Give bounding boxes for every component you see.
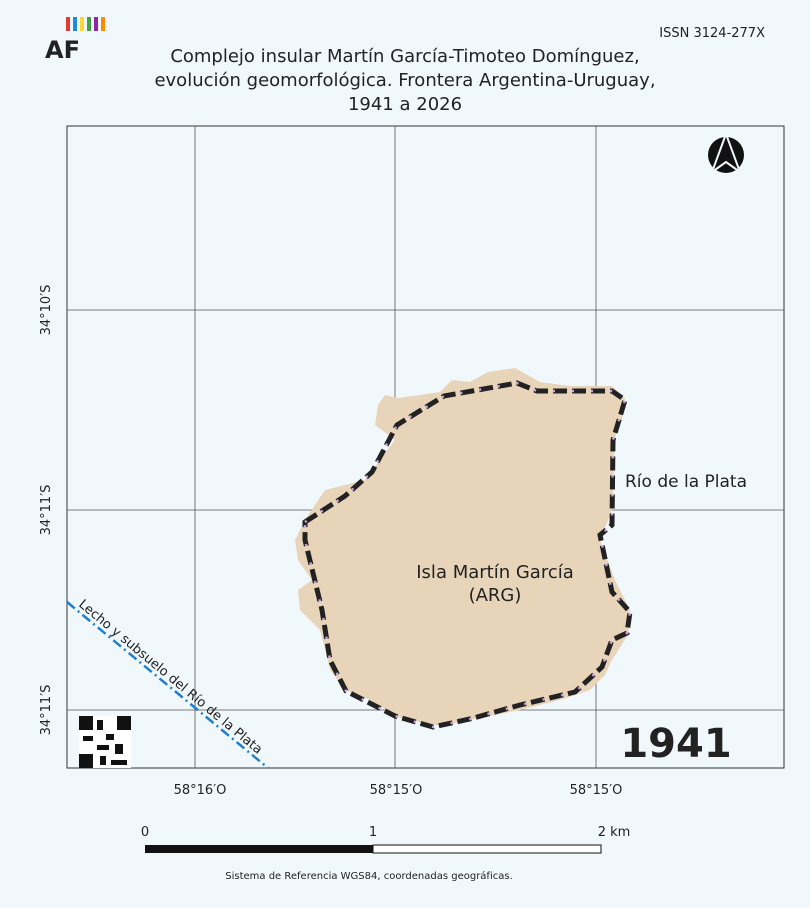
logo-bar <box>87 17 91 31</box>
issn: ISSN 3124-277X <box>659 26 765 41</box>
logo-bar <box>73 17 77 31</box>
qr-block <box>83 736 93 741</box>
title-line: Complejo insular Martín García-Timoteo D… <box>170 46 639 67</box>
scale-label: 1 <box>369 825 377 840</box>
river-label: Río de la Plata <box>625 472 747 492</box>
latitude-label: 34°10′S <box>39 285 54 336</box>
logo: AF <box>45 17 105 64</box>
logo-bar <box>94 17 98 31</box>
latitude-label: 34°11′S <box>39 685 54 736</box>
qr-block <box>79 716 93 730</box>
island <box>295 368 630 726</box>
footer: Sistema de Referencia WGS84, coordenadas… <box>225 870 513 882</box>
title-line: evolución geomorfológica. Frontera Argen… <box>154 70 655 91</box>
longitude-label: 58°16′O <box>174 783 227 798</box>
title-line: 1941 a 2026 <box>348 94 462 115</box>
qr-block <box>97 745 109 750</box>
qr-block <box>79 754 93 768</box>
scale-segment <box>145 845 373 853</box>
qr-block <box>111 760 127 765</box>
longitude-label: 58°15′O <box>370 783 423 798</box>
scale-label: 2 km <box>598 825 631 840</box>
qr-block <box>97 720 103 730</box>
qr-block <box>100 756 106 765</box>
qr-block <box>106 734 114 740</box>
longitude-label: 58°15′O <box>570 783 623 798</box>
scale-label: 0 <box>141 825 149 840</box>
qr-block <box>117 716 131 730</box>
north-pointer <box>709 131 743 175</box>
logo-bar <box>80 17 84 31</box>
qr-block <box>115 744 123 754</box>
logo-bar <box>101 17 105 31</box>
year: 1941 <box>620 721 731 767</box>
north-arrow <box>708 131 744 175</box>
boundary-dots <box>303 381 632 729</box>
logo-bar <box>66 17 70 31</box>
qr-code <box>79 716 131 768</box>
island-label: Isla Martín García <box>416 562 574 583</box>
latitude-label: 34°11′S <box>39 485 54 536</box>
country-label: (ARG) <box>469 585 522 606</box>
scale-segment <box>372 844 602 854</box>
riverbed-line <box>66 601 269 769</box>
logo-text: AF <box>45 36 80 64</box>
